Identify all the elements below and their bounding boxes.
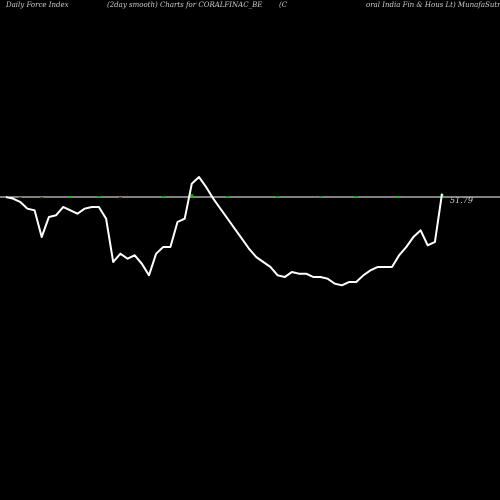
force-bar (161, 196, 165, 197)
chart-smoothing-and-symbol: (2day smooth) Charts for CORALFINAC_BE (107, 1, 263, 9)
force-bar (97, 196, 101, 197)
last-value-label: 51.79 (450, 196, 473, 205)
chart-company-paren: (C (279, 1, 288, 9)
force-bar (190, 194, 194, 197)
force-bar (40, 197, 44, 199)
force-bar (397, 196, 401, 197)
force-bar (68, 196, 72, 197)
force-bar (276, 196, 280, 197)
force-bar (226, 196, 230, 197)
force-bar (354, 196, 358, 197)
force-bar (118, 197, 122, 199)
force-bars (18, 194, 444, 199)
chart-company-name: oral India Fin & Hous Lt) MunafaSutra.co… (366, 1, 500, 9)
chart-indicator-title: Daily Force Index (6, 1, 69, 9)
force-index-line (5, 176, 443, 287)
force-bar (18, 197, 22, 198)
force-bar (318, 196, 322, 197)
